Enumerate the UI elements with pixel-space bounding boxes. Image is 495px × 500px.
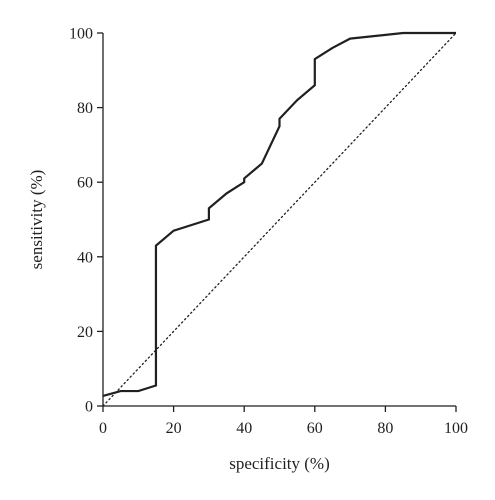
x-tick-label: 20 [166, 420, 182, 437]
x-axis-title: specificity (%) [229, 454, 330, 473]
reference-diagonal-line [102, 32, 457, 407]
y-tick-label: 60 [77, 175, 93, 192]
y-tick-label: 80 [77, 100, 93, 117]
y-axis-title: sensitivity (%) [27, 170, 46, 270]
x-tick-label: 100 [444, 420, 468, 437]
x-tick-label: 40 [236, 420, 252, 437]
x-tick-label: 60 [307, 420, 323, 437]
y-tick-label: 0 [85, 399, 93, 416]
x-tick-label: 80 [377, 420, 393, 437]
plot-layer: 0 20 40 60 80 100 0 20 40 60 80 100 [69, 26, 468, 438]
roc-curve-line [102, 31, 456, 397]
y-tick-label: 40 [77, 249, 93, 266]
y-tick-label: 20 [77, 324, 93, 341]
x-tick-label: 0 [99, 420, 107, 437]
y-tick-label: 100 [69, 26, 93, 43]
